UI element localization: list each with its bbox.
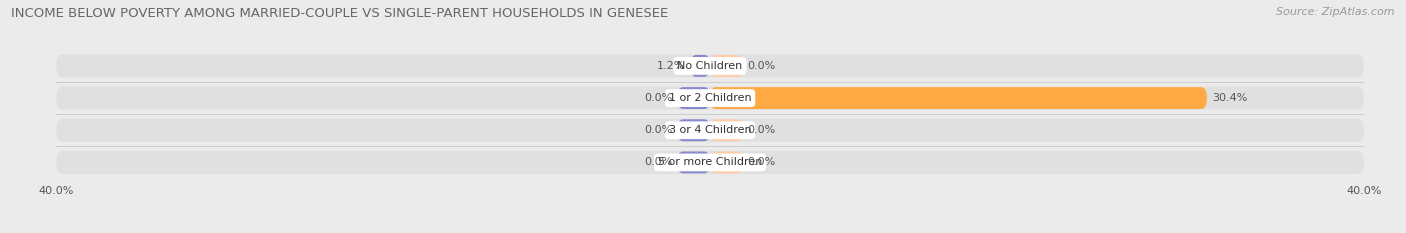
Text: 30.4%: 30.4% [1212, 93, 1247, 103]
Text: 0.0%: 0.0% [748, 125, 776, 135]
Text: 3 or 4 Children: 3 or 4 Children [669, 125, 751, 135]
Text: 0.0%: 0.0% [748, 158, 776, 168]
FancyBboxPatch shape [56, 119, 1364, 142]
FancyBboxPatch shape [678, 151, 710, 173]
FancyBboxPatch shape [678, 87, 710, 109]
Text: 0.0%: 0.0% [748, 61, 776, 71]
FancyBboxPatch shape [710, 151, 742, 173]
Text: Source: ZipAtlas.com: Source: ZipAtlas.com [1277, 7, 1395, 17]
Text: 0.0%: 0.0% [644, 125, 672, 135]
FancyBboxPatch shape [710, 55, 742, 77]
Text: 0.0%: 0.0% [644, 93, 672, 103]
FancyBboxPatch shape [690, 55, 710, 77]
Text: 1 or 2 Children: 1 or 2 Children [669, 93, 751, 103]
FancyBboxPatch shape [710, 87, 1206, 109]
FancyBboxPatch shape [56, 54, 1364, 78]
Text: 0.0%: 0.0% [644, 158, 672, 168]
FancyBboxPatch shape [56, 151, 1364, 174]
FancyBboxPatch shape [710, 119, 742, 141]
Text: 1.2%: 1.2% [657, 61, 686, 71]
FancyBboxPatch shape [56, 86, 1364, 110]
Text: 5 or more Children: 5 or more Children [658, 158, 762, 168]
Text: No Children: No Children [678, 61, 742, 71]
Text: INCOME BELOW POVERTY AMONG MARRIED-COUPLE VS SINGLE-PARENT HOUSEHOLDS IN GENESEE: INCOME BELOW POVERTY AMONG MARRIED-COUPL… [11, 7, 668, 20]
FancyBboxPatch shape [678, 119, 710, 141]
